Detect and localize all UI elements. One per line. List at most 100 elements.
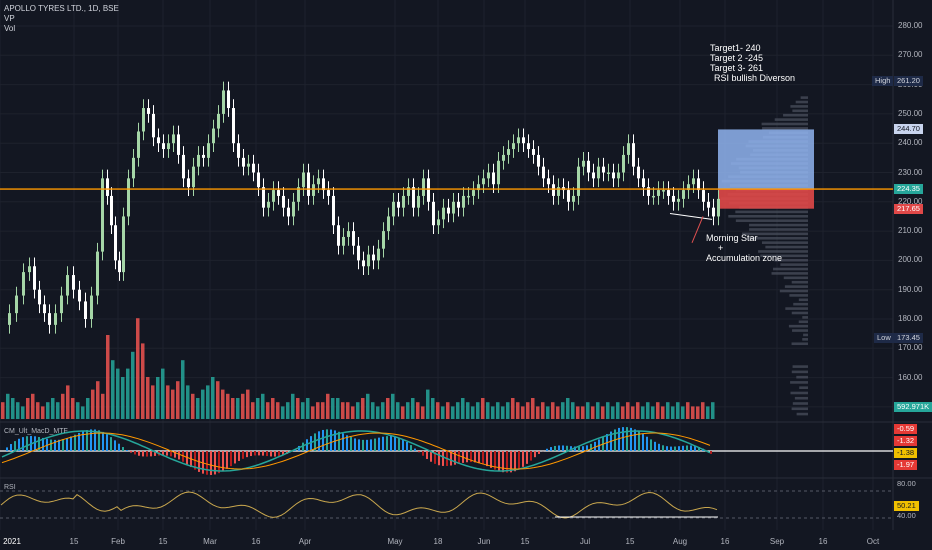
profile-bar [780, 263, 808, 266]
profile-bar [791, 342, 808, 346]
macd-hist-bar [330, 429, 332, 451]
macd-hist-bar [538, 451, 540, 454]
macd-hist-bar [66, 438, 68, 451]
macd-hist-bar [106, 434, 108, 451]
symbol-legend[interactable]: APOLLO TYRES LTD., 1D, BSE [4, 4, 119, 13]
candle-body [317, 178, 320, 185]
volume-bar [641, 406, 645, 419]
profile-bar [791, 407, 808, 411]
volume-bar [131, 351, 135, 419]
profile-bar [791, 370, 808, 374]
volume-bar [556, 406, 560, 419]
candle-body [677, 198, 680, 202]
volume-bar [91, 389, 95, 419]
candle-body [137, 131, 140, 158]
macd-axis-tag: -0.59 [894, 424, 918, 434]
candle-body [217, 113, 220, 129]
candle-body [114, 225, 117, 261]
candle-body [207, 143, 210, 158]
profile-bar [784, 285, 808, 288]
vp-legend[interactable]: VP [4, 14, 15, 23]
candle-body [447, 207, 450, 214]
profile-bar [791, 280, 808, 284]
candle-body [54, 313, 57, 325]
macd-hist-bar [426, 451, 428, 459]
macd-hist-bar [618, 427, 620, 451]
volume-bar [416, 402, 420, 419]
candle-body [372, 254, 375, 261]
macd-hist-bar [626, 427, 628, 451]
candle-body [122, 216, 125, 273]
x-tick-label: 15 [69, 537, 79, 546]
macd-hist-bar [654, 441, 656, 451]
volume-bar [121, 377, 125, 419]
macd-hist-bar [622, 427, 624, 451]
volume-bar [201, 389, 205, 419]
macd-line [1, 430, 711, 472]
volume-bar [186, 385, 190, 419]
macd-hist-bar [34, 436, 36, 451]
volume-bar [561, 402, 565, 419]
candle-body [697, 178, 700, 191]
volume-bar [431, 398, 435, 419]
candle-body [437, 219, 440, 226]
volume-bar [291, 393, 295, 419]
macd-hist-bar [82, 431, 84, 451]
volume-bar [446, 402, 450, 419]
macd-signal-line [1, 432, 711, 470]
profile-bar [790, 381, 808, 384]
profile-bar [792, 402, 808, 405]
macd-hist-bar [698, 447, 700, 451]
candle-body [106, 178, 109, 196]
profile-bar [794, 396, 808, 400]
candle-body [397, 201, 400, 208]
volume-bar [406, 402, 410, 419]
volume-tag: 592.971K [894, 402, 932, 412]
volume-bar [301, 402, 305, 419]
y-tick-label: 250.00 [898, 108, 923, 118]
targets-note: Target1- 240 Target 2 -245 Target 3- 261 [710, 43, 763, 73]
macd-hist-bar [386, 436, 388, 451]
macd-axis-tag: -1.97 [894, 460, 918, 470]
candle-body [192, 166, 195, 188]
macd-hist-bar [166, 451, 168, 456]
volume-bar [676, 402, 680, 419]
volume-bar [711, 402, 715, 419]
x-tick-label: 18 [433, 537, 443, 546]
profile-bar [798, 320, 808, 324]
x-tick-label: Sep [769, 537, 785, 546]
rsi-label[interactable]: RSI [4, 484, 16, 491]
volume-bar [141, 343, 145, 419]
volume-bar [251, 402, 255, 419]
low-value-tag: 173.45 [894, 333, 923, 344]
candles [8, 81, 720, 334]
y-tick-label: 210.00 [898, 226, 923, 236]
volume-bar [6, 393, 10, 419]
candle-body [532, 149, 535, 155]
volume-bar [376, 406, 380, 419]
macd-hist-bar [206, 451, 208, 475]
y-tick-label: 180.00 [898, 314, 923, 323]
profile-bar [728, 214, 808, 218]
macd-hist-bar [238, 451, 240, 461]
candle-body [43, 304, 46, 314]
macd-hist-bar [710, 451, 712, 454]
macd-hist-bar [518, 451, 520, 470]
macd-label[interactable]: CM_Ult_MacD_MTF [4, 428, 68, 435]
vol-legend[interactable]: Vol [4, 24, 16, 33]
macd-hist-bar [142, 451, 144, 457]
volume-bar [61, 393, 65, 419]
candle-body [147, 108, 150, 114]
volume-bar [16, 402, 20, 419]
volume-bar [381, 402, 385, 419]
macd-hist-bar [302, 442, 304, 451]
candle-body [507, 149, 510, 155]
y-tick-label: 280.00 [898, 21, 923, 30]
volume-bar [101, 393, 105, 419]
macd-hist-bar [246, 451, 248, 458]
volume-bar [686, 402, 690, 419]
macd-hist-bar [278, 451, 280, 457]
macd-hist-bar [162, 451, 164, 456]
candle-body [577, 166, 580, 196]
